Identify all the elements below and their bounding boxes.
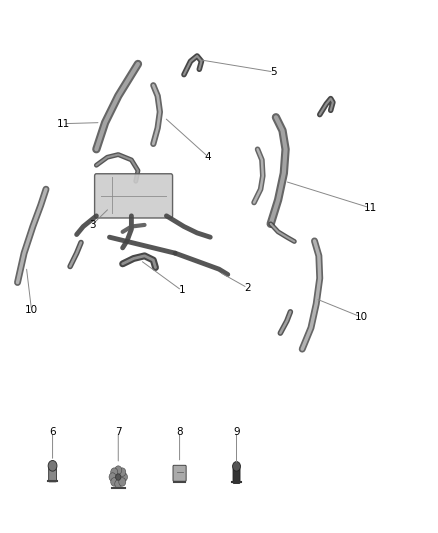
Circle shape: [119, 478, 126, 486]
Text: 7: 7: [115, 427, 122, 437]
Circle shape: [115, 466, 122, 474]
Text: 3: 3: [88, 220, 95, 230]
Circle shape: [115, 480, 122, 488]
Circle shape: [111, 468, 118, 477]
FancyBboxPatch shape: [173, 465, 186, 481]
FancyBboxPatch shape: [49, 467, 57, 482]
Circle shape: [111, 478, 118, 486]
Text: 11: 11: [57, 119, 70, 128]
Text: 8: 8: [176, 427, 183, 437]
Circle shape: [233, 462, 240, 471]
Text: 9: 9: [233, 427, 240, 437]
Text: 4: 4: [205, 152, 212, 161]
Circle shape: [119, 468, 126, 477]
Text: 11: 11: [364, 203, 377, 213]
Circle shape: [116, 474, 121, 480]
Text: 10: 10: [355, 312, 368, 322]
FancyBboxPatch shape: [95, 174, 173, 218]
Circle shape: [120, 473, 127, 481]
Text: 1: 1: [178, 286, 185, 295]
Text: 10: 10: [25, 305, 38, 315]
Text: 5: 5: [270, 67, 277, 77]
Text: 6: 6: [49, 427, 56, 437]
Circle shape: [48, 461, 57, 471]
Text: 2: 2: [244, 283, 251, 293]
Circle shape: [109, 473, 116, 481]
FancyBboxPatch shape: [233, 468, 240, 483]
